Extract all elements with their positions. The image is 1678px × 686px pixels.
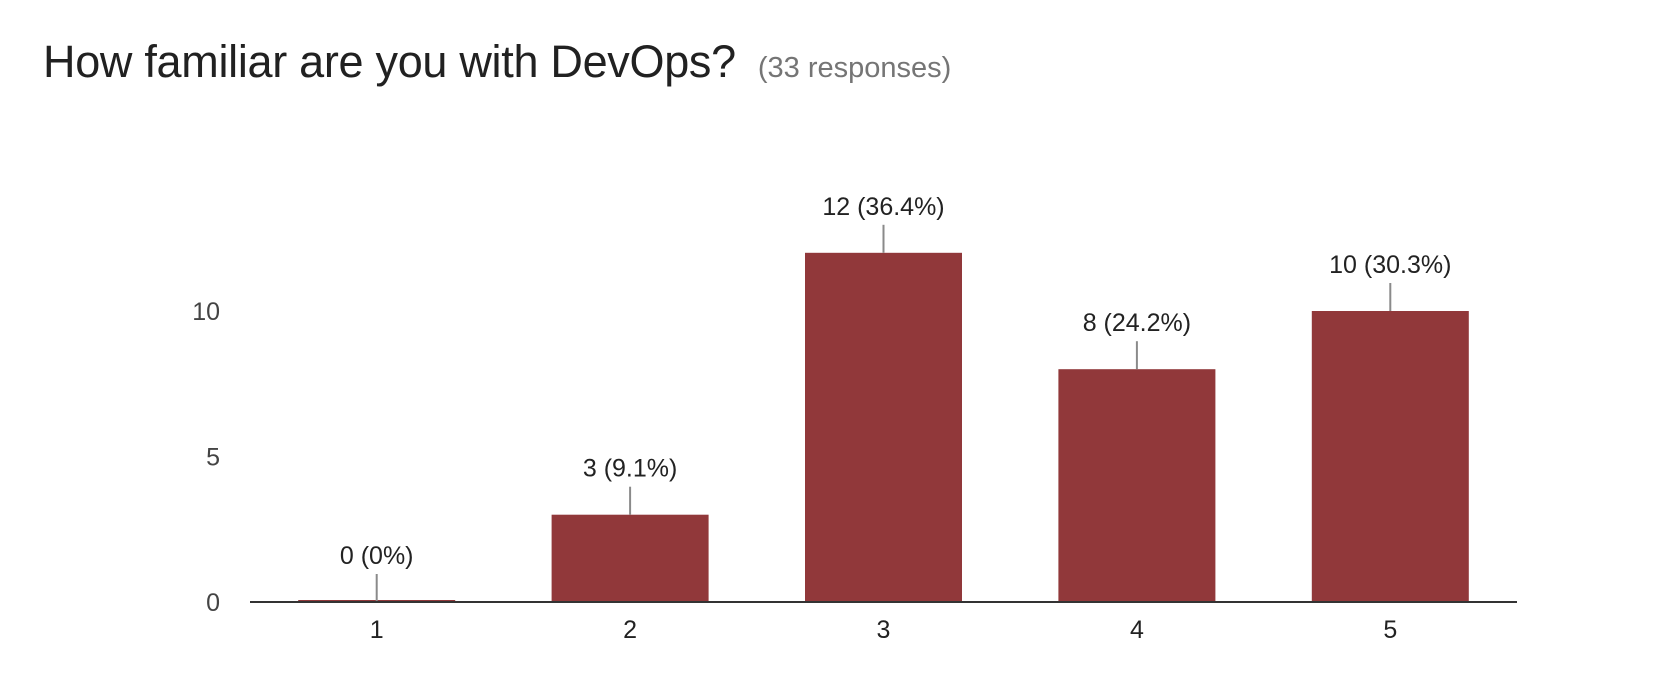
bar-4 bbox=[1058, 369, 1216, 602]
data-label: 10 (30.3%) bbox=[1329, 251, 1451, 279]
data-label: 0 (0%) bbox=[340, 542, 414, 570]
response-count: (33 responses) bbox=[757, 52, 952, 84]
chart-title: How familiar are you with DevOps? bbox=[43, 36, 736, 87]
x-tick-label: 3 bbox=[877, 616, 891, 644]
y-tick-label: 5 bbox=[206, 444, 220, 472]
data-label: 3 (9.1%) bbox=[583, 455, 677, 483]
x-tick-label: 2 bbox=[623, 616, 637, 644]
bar-5 bbox=[1311, 311, 1469, 602]
bar-3 bbox=[805, 252, 962, 603]
data-label: 12 (36.4%) bbox=[822, 193, 944, 221]
bar-2 bbox=[551, 514, 709, 602]
x-tick-label: 4 bbox=[1130, 616, 1144, 644]
chart-header: How familiar are you with DevOps? (33 re… bbox=[43, 36, 951, 88]
y-tick-label: 10 bbox=[192, 298, 220, 326]
x-tick-label: 1 bbox=[370, 616, 384, 644]
y-tick-label: 0 bbox=[206, 589, 220, 617]
data-label: 8 (24.2%) bbox=[1083, 309, 1191, 337]
x-tick-label: 5 bbox=[1383, 616, 1397, 644]
